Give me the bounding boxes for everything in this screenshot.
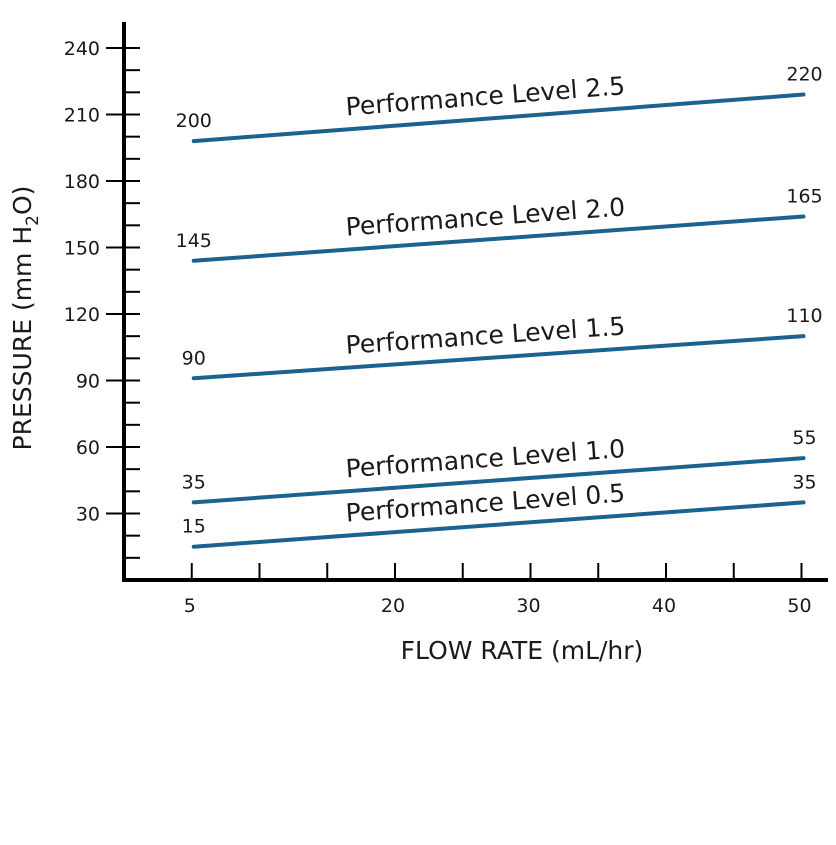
series-name-label: Performance Level 2.5 [345, 71, 626, 121]
y-tick-label: 150 [64, 237, 100, 259]
series-start-label: 35 [182, 471, 206, 493]
series-line [191, 500, 806, 549]
tick-labels: 30 60 90 120 150 180 210 240 5 20 30 40 50 [64, 38, 812, 617]
series-start-label: 200 [176, 110, 212, 132]
x-tick-label: 40 [652, 595, 676, 617]
series-line [191, 456, 806, 505]
series-end-label: 35 [792, 471, 816, 493]
y-tick-label: 180 [64, 171, 100, 193]
series-end-label: 110 [786, 305, 822, 327]
x-axis-title: FLOW RATE (mL/hr) [401, 636, 644, 665]
series-start-label: 15 [182, 516, 206, 538]
x-tick-label: 20 [381, 595, 405, 617]
series-line [191, 92, 806, 144]
series-end-label: 55 [792, 427, 816, 449]
y-axis-title-prefix: PRESSURE (mm H [8, 226, 37, 451]
y-tick-label: 240 [64, 38, 100, 60]
y-axis-title-suffix: O) [8, 186, 37, 215]
y-tick-label: 60 [76, 437, 100, 459]
series-line [191, 334, 806, 381]
x-tick-label: 5 [184, 595, 196, 617]
series-start-label: 145 [176, 230, 212, 252]
x-tick-label: 50 [787, 595, 811, 617]
y-tick-label: 120 [64, 304, 100, 326]
x-tick-label: 30 [516, 595, 540, 617]
series-end-label: 220 [786, 64, 822, 86]
series-end-label: 165 [786, 185, 822, 207]
y-tick-label: 210 [64, 104, 100, 126]
y-tick-label: 30 [76, 503, 100, 525]
y-axis-title-subscript: 2 [23, 215, 43, 226]
series-line [191, 214, 806, 263]
y-tick-label: 90 [76, 370, 100, 392]
series-start-label: 90 [182, 347, 206, 369]
y-axis-title: PRESSURE (mm H2O) [8, 186, 43, 451]
